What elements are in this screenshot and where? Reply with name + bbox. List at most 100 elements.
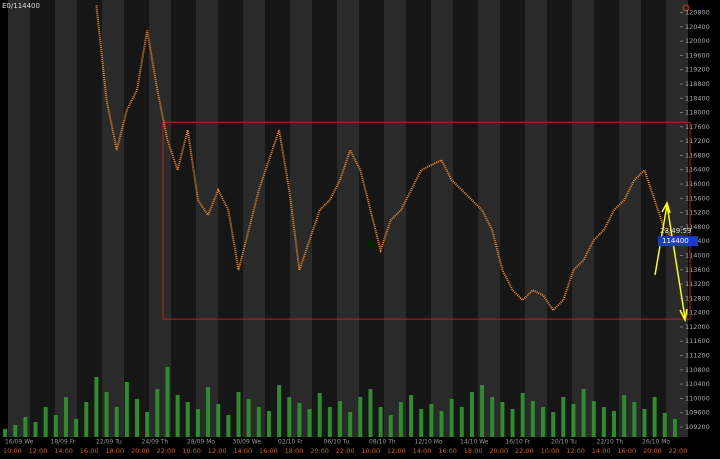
volume-bar [449, 399, 454, 437]
time-label: 12:00 [29, 447, 48, 455]
y-tick-label: 110800 [685, 366, 710, 374]
session-band [547, 0, 572, 437]
volume-bar [236, 392, 241, 437]
arrow [666, 204, 688, 323]
session-band [337, 0, 359, 437]
y-tick-label: 118400 [685, 94, 710, 102]
time-label: 16:00 [259, 447, 278, 455]
time-label: 20:00 [643, 447, 662, 455]
volume-bar [439, 411, 444, 437]
volume-bar [480, 385, 485, 437]
y-tick-label: 114800 [685, 223, 710, 231]
time-label: 20:00 [489, 447, 508, 455]
volume-bar [429, 404, 434, 437]
y-tick-label: 118800 [685, 80, 710, 88]
volume-bar [581, 389, 586, 437]
volume-bar [327, 407, 332, 437]
volume-bar [622, 395, 627, 437]
volume-bar [175, 395, 180, 437]
volume-bar [317, 393, 322, 437]
date-label: 28/09 Mo [187, 439, 215, 446]
settings-icon[interactable] [682, 4, 690, 12]
session-band [30, 0, 55, 437]
date-label: 18/09 Fr [51, 439, 76, 446]
volume-bar [287, 397, 292, 437]
time-label: 20:00 [131, 447, 150, 455]
volume-bar [185, 402, 190, 437]
time-label: 10:00 [3, 447, 22, 455]
volume-bar [3, 429, 8, 437]
session-band [102, 0, 124, 437]
session-band [265, 0, 290, 437]
y-tick-label: 118000 [685, 109, 710, 117]
volume-bar [642, 409, 647, 437]
y-tick-label: 120000 [685, 37, 710, 45]
volume-bar [500, 402, 505, 437]
time-label: 16:00 [80, 447, 99, 455]
session-band [500, 0, 525, 437]
y-tick-label: 119200 [685, 66, 710, 74]
y-tick-label: 116000 [685, 180, 710, 188]
volume-bar [490, 397, 495, 437]
time-label: 18:00 [285, 447, 304, 455]
volume-bar [256, 407, 261, 437]
session-band [55, 0, 77, 437]
session-band [572, 0, 594, 437]
session-band [290, 0, 312, 437]
time-label: 22:00 [669, 447, 688, 455]
volume-bar [246, 399, 251, 437]
session-band [243, 0, 265, 437]
volume-bar [530, 401, 535, 437]
y-tick-label: 112800 [685, 294, 710, 302]
session-band [171, 0, 196, 437]
time-label: 12:00 [208, 447, 227, 455]
session-band [406, 0, 431, 437]
volume-bar [662, 413, 667, 437]
price-line [95, 5, 676, 312]
volume-bar [33, 422, 38, 437]
volume-bar [419, 409, 424, 437]
y-tick-label: 109600 [685, 409, 710, 417]
time-label: 14:00 [592, 447, 611, 455]
last-price-box [658, 236, 698, 247]
time-label: 20:00 [310, 447, 329, 455]
time-label: 10:00 [182, 447, 201, 455]
session-band [641, 0, 666, 437]
volume-bar [652, 397, 657, 437]
session-band [77, 0, 102, 437]
time-label: 22:00 [336, 447, 355, 455]
time-label: 12:00 [566, 447, 585, 455]
volume-bar [74, 419, 79, 437]
y-tick-label: 112000 [685, 323, 710, 331]
volume-bar [398, 402, 403, 437]
time-label: 18:00 [464, 447, 483, 455]
time-label: 22:00 [157, 447, 176, 455]
y-tick-label: 112400 [685, 309, 710, 317]
volume-bar [216, 404, 221, 437]
time-label: 14:00 [233, 447, 252, 455]
y-tick-label: 119600 [685, 51, 710, 59]
y-tick-label: 116800 [685, 151, 710, 159]
volume-bar [135, 399, 140, 437]
y-tick-label: 120800 [685, 9, 710, 17]
volume-bar [114, 407, 119, 437]
timer: 23:49:59 [660, 227, 691, 235]
volume-bar [338, 401, 342, 437]
volume-bar [520, 393, 525, 437]
volume-bar [104, 392, 109, 437]
time-label: 12:00 [387, 447, 406, 455]
y-tick-label: 110000 [685, 394, 710, 402]
date-label: 20/10 Tu [551, 439, 577, 446]
volume-bar [43, 407, 48, 437]
volume-bar [94, 377, 99, 437]
volume-bar [510, 409, 515, 437]
volume-bar [540, 407, 545, 437]
volume-bar [672, 419, 677, 437]
date-label: 24/09 Th [142, 439, 169, 446]
volume-bar [13, 425, 18, 437]
time-label: 14:00 [413, 447, 432, 455]
date-label: 22/10 Th [597, 439, 624, 446]
volume-bar [23, 417, 28, 437]
session-band [431, 0, 453, 437]
